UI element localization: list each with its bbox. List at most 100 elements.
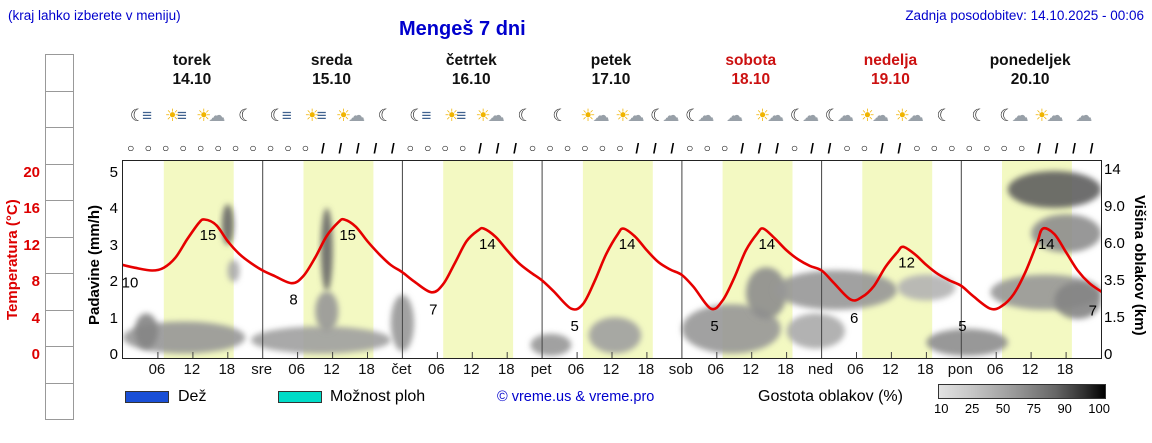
page-title: Mengeš 7 dni xyxy=(399,18,526,40)
cloud-density-blob xyxy=(926,328,1008,356)
x-axis-hour-label: 12 xyxy=(183,361,201,378)
weather-icon-cell: ☁ xyxy=(716,94,751,138)
temperature-value-label: 5 xyxy=(710,318,718,335)
cloud-density-blob xyxy=(588,317,642,354)
cloud-density-tick-labels: 10 25 50 75 90 100 xyxy=(934,401,1110,416)
day-name: četrtek xyxy=(445,52,497,69)
wind-barb-icon: / xyxy=(373,140,378,156)
x-axis-hour-label: 12 xyxy=(742,361,760,378)
precipitation-tick: 1 xyxy=(109,309,118,327)
precipitation-tick: 5 xyxy=(109,164,118,181)
clear-night-icon: ☾ xyxy=(937,106,952,126)
x-axis-hour-label: 18 xyxy=(497,361,515,378)
calm-wind-icon: ○ xyxy=(563,141,572,155)
x-axis-day-abbrev: čet xyxy=(391,361,412,378)
wind-barb-icon: / xyxy=(757,140,762,156)
calm-wind-icon: ○ xyxy=(179,141,187,155)
calm-wind-icon: ○ xyxy=(528,141,537,155)
moon-icon: ☾ xyxy=(999,106,1014,125)
calm-wind-icon: ○ xyxy=(266,141,275,155)
temperature-tick: 12 xyxy=(23,236,40,254)
moon-icon: ☾ xyxy=(789,106,805,125)
partly-cloudy-night-icon: ☾☁ xyxy=(789,106,819,126)
calm-wind-icon: ○ xyxy=(913,141,921,155)
clear-night-icon: ☾ xyxy=(517,106,532,126)
cloud-density-blob xyxy=(221,204,234,245)
temperature-value-label: 14 xyxy=(758,236,775,253)
weather-icons-row: ☾≡ ☀≡ ☀☁ ☾ ☾≡ ☀≡ ☀☁ ☾ ☾≡ ☀≡ ☀☁ ☾ ☾ ☀☁ ☀☁ ☾☁ ☾☁ ☁ ☀☁ ☾☁ ☾☁ ☀☁ ☀… xyxy=(122,94,1100,138)
day-fog-sun-icon: ☀≡ xyxy=(444,106,466,126)
temperature-value-label: 14 xyxy=(1038,236,1055,253)
weather-icon-cell: ☾☁ xyxy=(681,94,716,138)
cloud-icon: ☁ xyxy=(487,106,505,125)
x-axis-day-abbrev: sob xyxy=(668,361,693,378)
day-label: sobota 18.10 xyxy=(681,51,821,89)
copyright-link[interactable]: © vreme.us & vreme.pro xyxy=(497,389,655,405)
sun-icon: ☀ xyxy=(304,106,319,125)
day-date: 17.10 xyxy=(591,71,631,88)
sun-icon: ☀ xyxy=(164,106,180,125)
calm-wind-icon: ○ xyxy=(948,141,956,155)
partly-cloudy-day-icon: ☀☁ xyxy=(895,106,924,126)
temperature-value-label: 14 xyxy=(619,236,636,253)
cloudy-icon: ☁ xyxy=(1075,106,1092,126)
calm-wind-icon: ○ xyxy=(686,141,694,155)
x-axis-hour-label: 12 xyxy=(602,361,620,378)
wind-barb-icon: / xyxy=(390,140,395,156)
weather-icon-cell: ☀☁ xyxy=(751,94,786,138)
x-axis-day-abbrev: pet xyxy=(530,361,552,378)
x-axis-hour-label: 18 xyxy=(358,361,375,378)
calm-wind-icon: ○ xyxy=(301,141,310,155)
partly-cloudy-day-icon: ☀☁ xyxy=(580,106,609,126)
day-name: ponedeljek xyxy=(989,52,1071,69)
precipitation-tick: 4 xyxy=(109,200,118,218)
precipitation-tick: 3 xyxy=(109,236,118,254)
weather-icon-cell: ☀☁ xyxy=(471,94,506,138)
cloud-icon: ☁ xyxy=(871,106,889,125)
density-tick-label: 100 xyxy=(1088,401,1110,416)
x-axis-hour-label: 06 xyxy=(567,361,585,378)
wind-barb-icon: / xyxy=(320,140,325,156)
temperature-value-label: 14 xyxy=(479,236,496,253)
temperature-colorbar-cell xyxy=(45,200,74,238)
calm-wind-icon: ○ xyxy=(1018,141,1026,155)
temperature-tick: 16 xyxy=(23,200,40,218)
meteogram-svg: 10 15 8 15 7 14 5 14 5 14 6 12 5 14 7 xyxy=(121,161,1103,358)
weather-icon-cell: ☾☁ xyxy=(995,94,1030,138)
temperature-curve xyxy=(121,217,1103,311)
calm-wind-icon: ○ xyxy=(1000,141,1008,155)
sun-icon: ☀ xyxy=(475,106,491,125)
day-date: 20.10 xyxy=(1010,71,1050,88)
cloud-density-blob xyxy=(227,259,240,282)
temperature-value-label: 12 xyxy=(898,254,915,271)
day-date: 18.10 xyxy=(731,71,771,88)
weather-icon-cell: ☀≡ xyxy=(436,94,471,138)
weather-icon-cell: ☀≡ xyxy=(297,94,332,138)
calm-wind-icon: ○ xyxy=(162,141,170,155)
partly-cloudy-day-icon: ☀☁ xyxy=(336,106,365,126)
temperature-tick: 8 xyxy=(31,273,40,291)
rain-legend-swatch xyxy=(125,391,169,403)
calm-wind-icon: ○ xyxy=(843,141,851,155)
cloud-density-blob xyxy=(320,208,333,292)
calm-wind-icon: ○ xyxy=(703,141,711,155)
day-label: četrtek 16.10 xyxy=(401,51,541,89)
x-axis-hour-label: 06 xyxy=(148,361,166,378)
rain-legend-label: Dež xyxy=(178,388,207,405)
cloud-density-blob xyxy=(897,274,956,301)
wind-barb-icon: / xyxy=(810,140,814,156)
sun-icon: ☀ xyxy=(615,106,630,125)
wind-barb-icon: / xyxy=(879,140,884,156)
temperature-colorbar-cell xyxy=(45,54,74,92)
partly-cloudy-day-icon: ☀☁ xyxy=(615,106,644,126)
temperature-tick: 0 xyxy=(31,346,40,363)
day-label: torek 14.10 xyxy=(122,51,262,89)
cloud-density-blob xyxy=(775,270,898,310)
partly-cloudy-day-icon: ☀☁ xyxy=(755,106,784,126)
weather-icon-cell: ☾☁ xyxy=(646,94,681,138)
calm-wind-icon: ○ xyxy=(581,141,589,155)
cloud-height-tick: 3.5 xyxy=(1104,272,1125,289)
moon-icon: ☾ xyxy=(238,106,253,125)
wind-barb-icon: / xyxy=(775,140,780,156)
